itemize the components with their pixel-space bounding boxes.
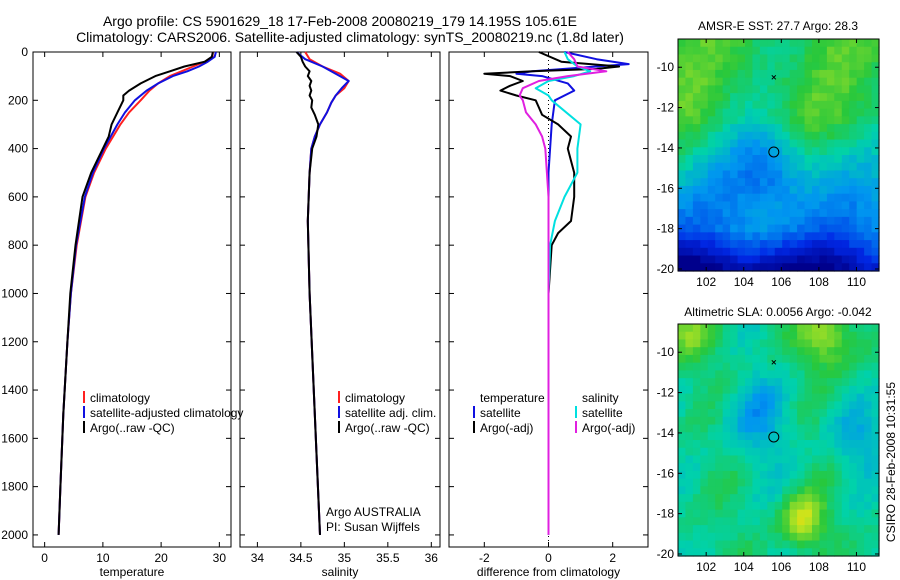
- temperature-legend: climatology satellite-adjusted climatolo…: [83, 391, 243, 435]
- y-tick-label: 400: [8, 142, 28, 156]
- x-axis-label: difference from climatology: [477, 565, 620, 579]
- sla-map: 102 104 106 108 110 -10 -12 -14 -16 -18 -20: [657, 323, 880, 574]
- y-tick-label: -10: [657, 345, 675, 359]
- y-tick-label: 1800: [1, 480, 28, 494]
- x-tick-label: 10: [96, 551, 110, 565]
- y-tick-label: 200: [8, 93, 28, 107]
- sst-map-title: AMSR-E SST: 27.7 Argo: 28.3: [698, 19, 858, 33]
- x-tick-label: 106: [771, 275, 791, 289]
- x-tick-label: 104: [734, 560, 754, 574]
- legend-title-temperature: temperature: [480, 391, 545, 405]
- x-tick-label: 35.5: [376, 551, 400, 565]
- map-raster: [678, 324, 880, 557]
- map-frame: [677, 323, 880, 557]
- map-raster: [678, 39, 880, 272]
- x-tick-label: -2: [479, 551, 490, 565]
- legend-title-salinity: salinity: [582, 391, 619, 405]
- plot-frame: [32, 51, 232, 548]
- plot-frame: [239, 51, 441, 548]
- x-tick-label: 2: [609, 551, 616, 565]
- y-tick-label: -18: [657, 222, 675, 236]
- y-tick-label: -16: [657, 466, 675, 480]
- x-tick-label: 102: [696, 560, 716, 574]
- y-tick-label: -10: [657, 60, 675, 74]
- y-tick-label: 1600: [1, 431, 28, 445]
- legend-label-argo: Argo(..raw -QC): [90, 421, 175, 435]
- title-line-2: Climatology: CARS2006. Satellite-adjuste…: [76, 29, 624, 45]
- legend-label-satellite: satellite-adjusted climatology: [90, 406, 243, 420]
- legend-label-climatology: climatology: [90, 391, 150, 405]
- legend-label-temp-satellite: satellite: [480, 406, 521, 420]
- x-tick-label: 0: [41, 551, 48, 565]
- float-owner-annotation: Argo AUSTRALIA: [326, 505, 421, 519]
- legend-label-temp-argo: Argo(-adj): [480, 421, 533, 435]
- difference-legend: temperature salinity satellite Argo(-adj…: [473, 391, 635, 435]
- legend-label-climatology: climatology: [345, 391, 405, 405]
- series-line: [534, 51, 592, 535]
- x-tick-label: 35: [338, 551, 352, 565]
- y-tick-label: -12: [657, 386, 675, 400]
- island-marker: [771, 74, 777, 80]
- x-tick-label: 36: [425, 551, 439, 565]
- x-tick-label: 34.5: [289, 551, 313, 565]
- y-tick-label: -20: [657, 547, 675, 561]
- series-line: [295, 51, 321, 535]
- argo-position-marker: [768, 431, 780, 443]
- y-tick-label: 1400: [1, 383, 28, 397]
- timestamp-side-label: CSIRO 28-Feb-2008 10:31:55: [884, 382, 898, 542]
- island-marker: [771, 359, 777, 365]
- x-tick-label: 110: [847, 275, 866, 289]
- series-line: [518, 51, 608, 535]
- x-tick-label: 108: [809, 275, 829, 289]
- x-tick-label: 104: [734, 275, 754, 289]
- pi-annotation: PI: Susan Wijffels: [326, 520, 420, 534]
- title-line-1: Argo profile: CS 5901629_18 17-Feb-2008 …: [103, 13, 577, 29]
- legend-label-sal-argo: Argo(-adj): [582, 421, 635, 435]
- legend-label-sal-satellite: satellite: [582, 406, 623, 420]
- y-tick-label: -12: [657, 101, 675, 115]
- series-line: [57, 51, 214, 535]
- legend-label-argo: Argo(..raw -QC): [345, 421, 430, 435]
- y-tick-label: -16: [657, 181, 675, 195]
- x-tick-label: 0: [545, 551, 552, 565]
- x-tick-label: 102: [696, 275, 716, 289]
- y-tick-label: 2000: [1, 528, 28, 542]
- x-axis-label: salinity: [322, 565, 359, 579]
- argo-position-marker: [768, 146, 780, 158]
- x-tick-label: 108: [809, 560, 829, 574]
- series-line: [483, 51, 621, 535]
- x-axis-label: temperature: [100, 565, 165, 579]
- y-tick-label: -14: [657, 141, 675, 155]
- salinity-legend: climatology satellite adj. clim. Argo(..…: [326, 391, 436, 534]
- y-tick-label: 1200: [1, 335, 28, 349]
- y-tick-label: 0: [21, 45, 28, 59]
- y-tick-label: -20: [657, 262, 675, 276]
- x-tick-label: 20: [154, 551, 168, 565]
- salinity-profile-panel: 34 34.5 35 35.5 36 salinity: [239, 51, 441, 579]
- x-tick-label: 30: [213, 551, 227, 565]
- temperature-profile-panel: 0 10 20 30 temperature 0 200 400 600 800 1000 1200 1…: [1, 45, 232, 579]
- sla-map-title: Altimetric SLA: 0.0056 Argo: -0.042: [684, 305, 872, 319]
- x-tick-label: 34: [251, 551, 265, 565]
- y-tick-label: 800: [8, 238, 28, 252]
- y-tick-label: 1000: [1, 286, 28, 300]
- y-tick-label: -14: [657, 426, 675, 440]
- map-frame: [677, 38, 880, 272]
- legend-label-satellite: satellite adj. clim.: [345, 406, 436, 420]
- x-tick-label: 110: [847, 560, 866, 574]
- sst-map: 102 104 106 108 110 -10 -12 -14 -16 -18 -20: [657, 38, 880, 289]
- y-tick-label: -18: [657, 507, 675, 521]
- y-tick-label: 600: [8, 190, 28, 204]
- x-tick-label: 106: [771, 560, 791, 574]
